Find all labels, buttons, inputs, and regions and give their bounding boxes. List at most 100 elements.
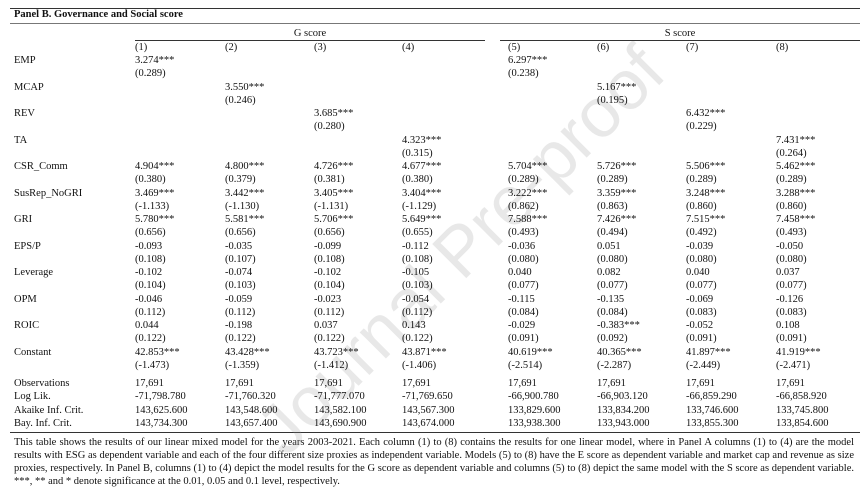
coefficient: -0.036 <box>508 240 536 252</box>
stat-value: -71,798.780 <box>135 391 186 403</box>
row-label: EPS/P <box>14 240 41 252</box>
column-header: (6) <box>597 42 610 53</box>
coefficient: 41.897*** <box>686 346 731 358</box>
std-error: (0.195) <box>597 94 628 106</box>
std-error: (0.077) <box>776 280 807 291</box>
footnote: This table shows the results of our line… <box>14 437 854 487</box>
stat-value: 133,943.000 <box>597 417 650 429</box>
std-error: (0.084) <box>508 306 539 318</box>
coefficient: -0.093 <box>135 240 163 252</box>
std-error: (0.104) <box>314 280 345 291</box>
std-error: (0.108) <box>135 253 166 265</box>
std-error: (0.084) <box>597 306 628 318</box>
row-label: Leverage <box>14 267 54 278</box>
rule <box>10 432 860 433</box>
coefficient: 4.323*** <box>402 134 442 146</box>
std-error: (0.655) <box>402 227 433 238</box>
stat-value: 17,691 <box>508 378 537 389</box>
coefficient: -0.198 <box>225 320 253 331</box>
coefficient: -0.029 <box>508 320 536 331</box>
coefficient: 43.723*** <box>314 346 359 358</box>
coefficient: 6.297*** <box>508 55 548 66</box>
std-error: (0.091) <box>508 333 539 344</box>
std-error: (0.656) <box>135 227 166 238</box>
stat-value: 17,691 <box>314 378 343 389</box>
std-error: (-2.471) <box>776 359 811 371</box>
column-header: (1) <box>135 42 148 53</box>
coefficient: 4.904*** <box>135 161 175 172</box>
std-error: (0.246) <box>225 94 256 106</box>
row-label: Constant <box>14 346 52 358</box>
std-error: (0.380) <box>402 174 433 185</box>
coefficient: 4.800*** <box>225 161 265 172</box>
std-error: (0.083) <box>776 306 807 318</box>
coefficient: 3.685*** <box>314 108 354 119</box>
coefficient: 7.458*** <box>776 214 816 225</box>
stat-value: 143,734.300 <box>135 417 188 429</box>
stat-value: 133,834.200 <box>597 404 650 416</box>
coefficient: 3.222*** <box>508 187 548 199</box>
rule <box>10 23 860 24</box>
coefficient: -0.054 <box>402 293 430 305</box>
std-error: (0.112) <box>314 306 345 318</box>
std-error: (0.091) <box>776 333 807 344</box>
stat-value: 17,691 <box>776 378 805 389</box>
std-error: (-1.412) <box>314 359 349 371</box>
std-error: (-1.129) <box>402 200 437 212</box>
coefficient: 0.108 <box>776 320 800 331</box>
column-header: (7) <box>686 42 699 53</box>
rule <box>10 8 860 9</box>
std-error: (0.493) <box>776 227 807 238</box>
column-header: (5) <box>508 42 521 53</box>
std-error: (0.380) <box>135 174 166 185</box>
coefficient: 5.167*** <box>597 81 637 93</box>
coefficient: 5.704*** <box>508 161 548 172</box>
std-error: (-2.514) <box>508 359 543 371</box>
row-label: CSR_Comm <box>14 161 68 172</box>
coefficient: -0.059 <box>225 293 253 305</box>
std-error: (-1.473) <box>135 359 170 371</box>
table-title: Panel B. Governance and Social score <box>14 9 183 20</box>
coefficient: -0.135 <box>597 293 625 305</box>
coefficient: 43.428*** <box>225 346 270 358</box>
group-rule <box>135 40 485 41</box>
row-label: OPM <box>14 293 37 305</box>
column-header: (2) <box>225 42 238 53</box>
stat-value: 143,674.000 <box>402 417 455 429</box>
coefficient: 7.426*** <box>597 214 637 225</box>
coefficient: -0.035 <box>225 240 253 252</box>
coefficient: 40.365*** <box>597 346 642 358</box>
std-error: (0.112) <box>135 306 166 318</box>
std-error: (0.289) <box>776 174 807 185</box>
stat-label: Bay. Inf. Crit. <box>14 417 72 429</box>
coefficient: 0.044 <box>135 320 159 331</box>
coefficient: -0.050 <box>776 240 804 252</box>
std-error: (0.077) <box>508 280 539 291</box>
coefficient: -0.069 <box>686 293 714 305</box>
coefficient: 3.404*** <box>402 187 442 199</box>
std-error: (0.103) <box>402 280 433 291</box>
row-label: ROIC <box>14 320 40 331</box>
std-error: (0.122) <box>402 333 433 344</box>
std-error: (0.238) <box>508 68 539 79</box>
coefficient: 5.506*** <box>686 161 726 172</box>
stat-value: 143,548.600 <box>225 404 278 416</box>
group-header: G score <box>293 28 327 39</box>
stat-value: 17,691 <box>686 378 715 389</box>
std-error: (0.107) <box>225 253 256 265</box>
std-error: (0.080) <box>686 253 717 265</box>
std-error: (0.492) <box>686 227 717 238</box>
std-error: (-1.359) <box>225 359 260 371</box>
column-header: (8) <box>776 42 789 53</box>
stat-value: 133,745.800 <box>776 404 829 416</box>
stat-value: 17,691 <box>225 378 254 389</box>
group-header: S score <box>664 28 696 39</box>
coefficient: 3.288*** <box>776 187 816 199</box>
column-header: (3) <box>314 42 327 53</box>
stat-value: -71,777.070 <box>314 391 365 403</box>
std-error: (0.381) <box>314 174 345 185</box>
std-error: (0.289) <box>686 174 717 185</box>
stat-value: 133,746.600 <box>686 404 739 416</box>
std-error: (0.493) <box>508 227 539 238</box>
